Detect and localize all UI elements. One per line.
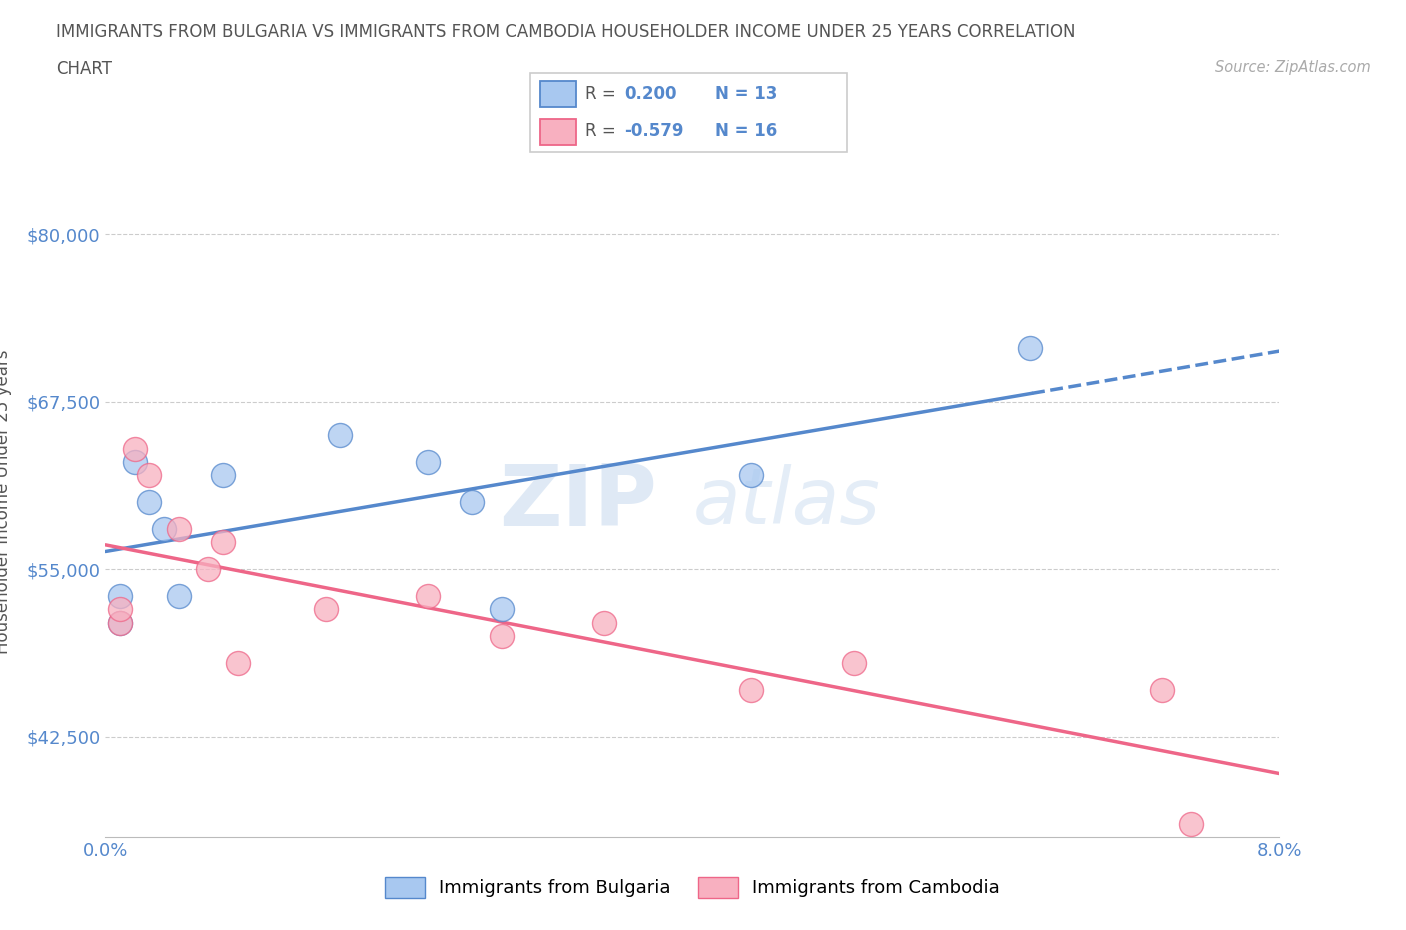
- Point: [740, 468, 762, 483]
- Bar: [540, 81, 576, 107]
- Point: [315, 602, 337, 617]
- Point: [418, 455, 440, 470]
- Point: [211, 535, 233, 550]
- FancyBboxPatch shape: [530, 73, 848, 152]
- Y-axis label: Householder Income Under 25 years: Householder Income Under 25 years: [0, 350, 13, 655]
- Text: N = 13: N = 13: [714, 85, 778, 102]
- Text: IMMIGRANTS FROM BULGARIA VS IMMIGRANTS FROM CAMBODIA HOUSEHOLDER INCOME UNDER 25: IMMIGRANTS FROM BULGARIA VS IMMIGRANTS F…: [56, 23, 1076, 41]
- Text: 0.200: 0.200: [624, 85, 676, 102]
- Point: [108, 616, 131, 631]
- Text: R =: R =: [585, 123, 621, 140]
- Text: ZIP: ZIP: [499, 460, 657, 544]
- Text: N = 16: N = 16: [714, 123, 778, 140]
- Point: [124, 455, 146, 470]
- Point: [211, 468, 233, 483]
- Point: [108, 616, 131, 631]
- Text: atlas: atlas: [692, 464, 880, 540]
- Point: [108, 602, 131, 617]
- Legend: Immigrants from Bulgaria, Immigrants from Cambodia: Immigrants from Bulgaria, Immigrants fro…: [378, 870, 1007, 905]
- Point: [842, 656, 865, 671]
- Point: [593, 616, 616, 631]
- Point: [138, 468, 160, 483]
- Point: [491, 629, 513, 644]
- Text: Source: ZipAtlas.com: Source: ZipAtlas.com: [1215, 60, 1371, 75]
- Point: [1150, 683, 1173, 698]
- Point: [124, 441, 146, 456]
- Point: [226, 656, 249, 671]
- Text: CHART: CHART: [56, 60, 112, 78]
- Point: [1180, 817, 1202, 831]
- Point: [418, 589, 440, 604]
- Point: [461, 495, 484, 510]
- Bar: [540, 119, 576, 145]
- Point: [491, 602, 513, 617]
- Text: -0.579: -0.579: [624, 123, 683, 140]
- Point: [138, 495, 160, 510]
- Point: [153, 522, 176, 537]
- Point: [197, 562, 219, 577]
- Point: [167, 589, 190, 604]
- Point: [167, 522, 190, 537]
- Text: R =: R =: [585, 85, 621, 102]
- Point: [1019, 340, 1042, 355]
- Point: [740, 683, 762, 698]
- Point: [329, 428, 352, 443]
- Point: [108, 589, 131, 604]
